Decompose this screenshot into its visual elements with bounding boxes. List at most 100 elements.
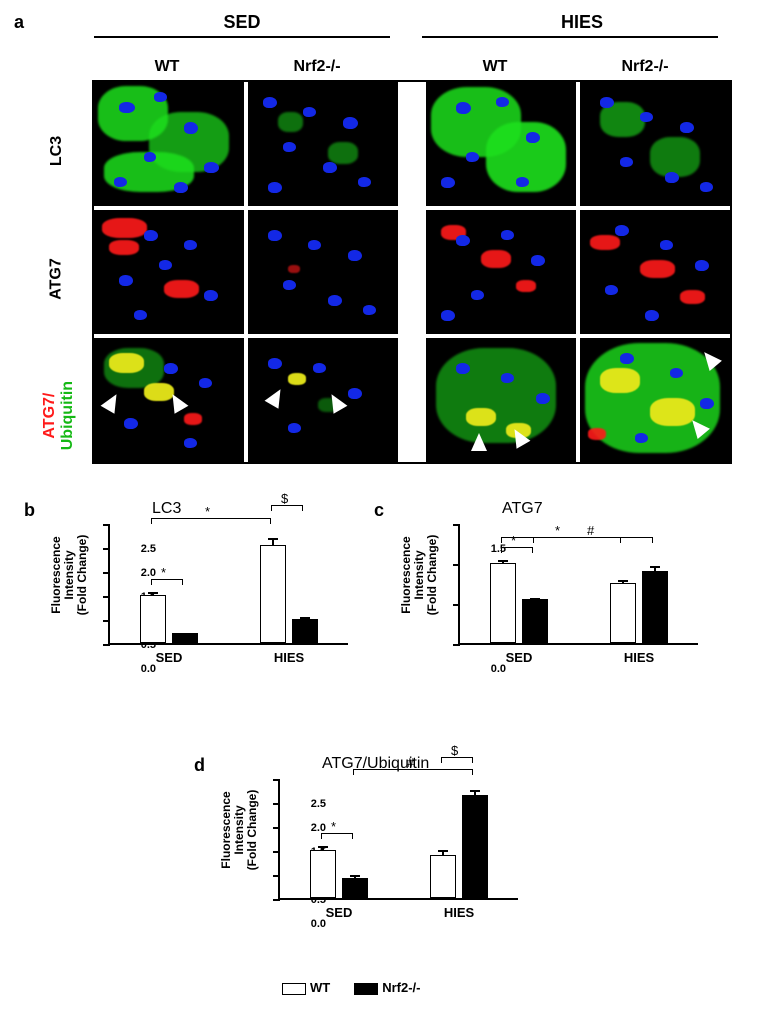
error-bar (184, 633, 186, 634)
error-bar (622, 580, 624, 584)
micro-r2-c4 (580, 210, 730, 334)
header-sed: SED (182, 12, 302, 33)
error-bar (502, 560, 504, 564)
subheader-0: WT (92, 58, 242, 76)
sig-symbol: # (407, 755, 414, 770)
arrow-icon (471, 433, 487, 451)
plot-area: 0.00.51.01.52.02.5 SEDHIES (278, 780, 518, 900)
panel-label: d (194, 755, 205, 776)
xlabel-sed: SED (134, 650, 204, 665)
plot-area: 0.00.51.01.52.02.5 SEDHIES (108, 525, 348, 645)
xlabel-hies: HIES (604, 650, 674, 665)
subheader-1: Nrf2-/- (242, 58, 392, 76)
ytick-label: 2.5 (132, 543, 156, 555)
ytick (103, 596, 110, 598)
subheader-2: WT (420, 58, 570, 76)
error-bar (304, 617, 306, 620)
charts-row-bc: bLC3Fluorescence Intensity(Fold Change)0… (52, 500, 772, 695)
micro-r1-c4 (580, 82, 730, 206)
ytick (453, 564, 460, 566)
bar-SED_WT (140, 595, 166, 643)
sig-symbol: $ (281, 491, 288, 506)
sig-symbol: * (205, 504, 210, 519)
panel-a-label: a (14, 12, 24, 33)
sig-symbol: * (555, 523, 560, 538)
error-bar (474, 790, 476, 796)
ytick-label: 2.0 (302, 822, 326, 834)
micro-r1-c2 (248, 82, 398, 206)
micro-r3-c1 (94, 338, 244, 462)
error-bar (152, 592, 154, 596)
bar-HIES_WT (260, 545, 286, 643)
legend-swatch-wt (282, 983, 306, 995)
xlabel-sed: SED (484, 650, 554, 665)
legend-wt: WT (282, 980, 330, 995)
subheader-3: Nrf2-/- (570, 58, 720, 76)
ytick-label: 2.5 (302, 798, 326, 810)
y-axis-label: Fluorescence Intensity(Fold Change) (400, 515, 440, 635)
chart-d: dATG7/UbiquitinFluorescence Intensity(Fo… (222, 755, 532, 950)
legend: WT Nrf2-/- (282, 980, 421, 995)
sig-symbol: * (161, 565, 166, 580)
xlabel-hies: HIES (254, 650, 324, 665)
row-label-atg7-red: ATG7/ (41, 393, 58, 439)
row-label-lc3: LC3 (48, 136, 66, 166)
error-bar (272, 538, 274, 545)
ytick (103, 572, 110, 574)
sig-bracket (151, 579, 183, 583)
ytick (273, 899, 280, 901)
bar-HIES_KO (462, 795, 488, 898)
micro-r3-c2 (248, 338, 398, 462)
legend-swatch-ko (354, 983, 378, 995)
row-label-atg7-ubiq: ATG7/ Ubiquitin (41, 381, 76, 450)
micro-r2-c1 (94, 210, 244, 334)
bar-SED_KO (172, 633, 198, 643)
bar-SED_KO (522, 599, 548, 643)
sig-symbol: # (587, 523, 594, 538)
ytick (273, 779, 280, 781)
y-axis-label: Fluorescence Intensity(Fold Change) (50, 515, 90, 635)
chart-c: cATG7Fluorescence Intensity(Fold Change)… (402, 500, 712, 695)
header-hies: HIES (522, 12, 642, 33)
ytick (103, 620, 110, 622)
micro-r2-c2 (248, 210, 398, 334)
sig-bracket (321, 833, 353, 837)
ytick (273, 875, 280, 877)
row-label-ubiq-green: Ubiquitin (59, 381, 76, 450)
ytick (273, 851, 280, 853)
micro-r1-c3 (426, 82, 576, 206)
ytick (103, 548, 110, 550)
ytick (453, 604, 460, 606)
bar-SED_WT (490, 563, 516, 643)
legend-ko: Nrf2-/- (354, 980, 420, 995)
error-bar (354, 875, 356, 879)
error-bar (322, 846, 324, 851)
figure: a SED HIES WT Nrf2-/- WT Nrf2-/- LC3 ATG… (12, 12, 772, 950)
bar-HIES_KO (292, 619, 318, 643)
xlabel-hies: HIES (424, 905, 494, 920)
header-sed-line (94, 36, 390, 38)
sig-bracket (151, 518, 271, 522)
bar-SED_KO (342, 878, 368, 898)
ytick (103, 644, 110, 646)
bar-SED_WT (310, 850, 336, 898)
panel-label: b (24, 500, 35, 521)
ytick (273, 803, 280, 805)
plot-area: 0.00.51.01.5 SEDHIES (458, 525, 698, 645)
sig-bracket (501, 547, 533, 551)
panel-a: a SED HIES WT Nrf2-/- WT Nrf2-/- LC3 ATG… (12, 12, 772, 472)
arrow-icon (101, 390, 124, 414)
xlabel-sed: SED (304, 905, 374, 920)
sig-symbol: $ (451, 743, 458, 758)
micro-r2-c3 (426, 210, 576, 334)
micrograph-grid (92, 80, 732, 464)
bar-HIES_WT (610, 583, 636, 643)
bar-HIES_WT (430, 855, 456, 898)
y-axis-label: Fluorescence Intensity(Fold Change) (220, 770, 260, 890)
micro-r3-c4 (580, 338, 730, 462)
error-bar (442, 850, 444, 856)
sig-symbol: * (331, 819, 336, 834)
chart-title: ATG7 (502, 500, 543, 518)
ytick (453, 524, 460, 526)
chart-b: bLC3Fluorescence Intensity(Fold Change)0… (52, 500, 362, 695)
